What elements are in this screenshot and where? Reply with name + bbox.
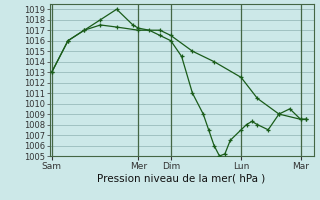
X-axis label: Pression niveau de la mer( hPa ): Pression niveau de la mer( hPa ) [98, 173, 266, 183]
